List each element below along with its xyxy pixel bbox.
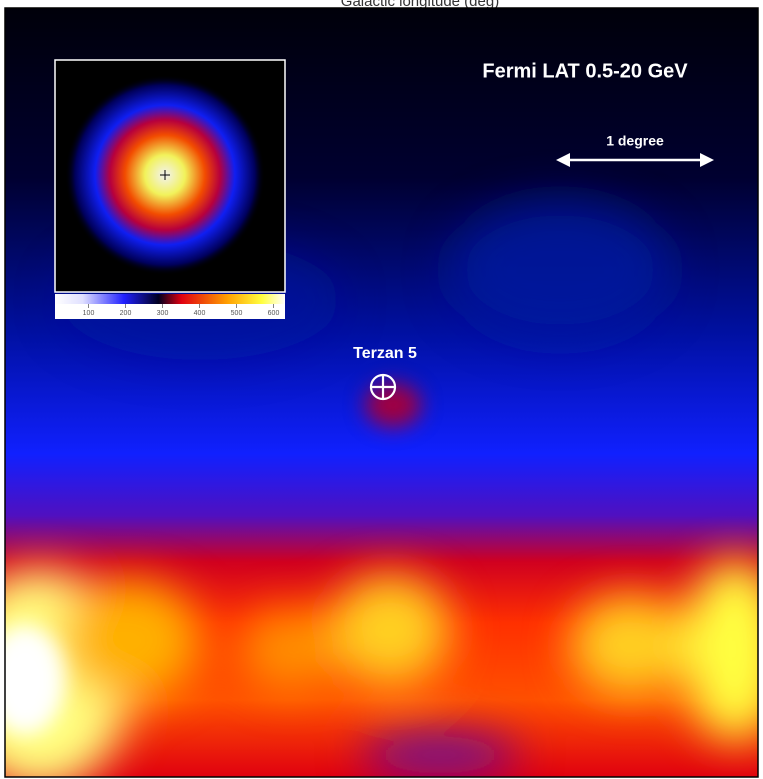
colorbar-tick-label: 200: [120, 310, 132, 317]
colorbar: [55, 294, 285, 304]
source-label: Terzan 5: [353, 345, 417, 362]
scale-label: 1 degree: [606, 133, 664, 149]
colorbar-tick-label: 600: [268, 310, 280, 317]
colorbar-tick-label: 100: [83, 310, 95, 317]
title: Fermi LAT 0.5-20 GeV: [482, 60, 688, 82]
colorbar-tick-label: 500: [231, 310, 243, 317]
colorbar-tick-label: 400: [194, 310, 206, 317]
source-marker: [371, 375, 395, 399]
colorbar-tick-label: 300: [157, 310, 169, 317]
psf-inset: [55, 60, 285, 319]
figure: Galactic longitude (deg) Fermi LAT 0.5-2…: [0, 0, 763, 779]
